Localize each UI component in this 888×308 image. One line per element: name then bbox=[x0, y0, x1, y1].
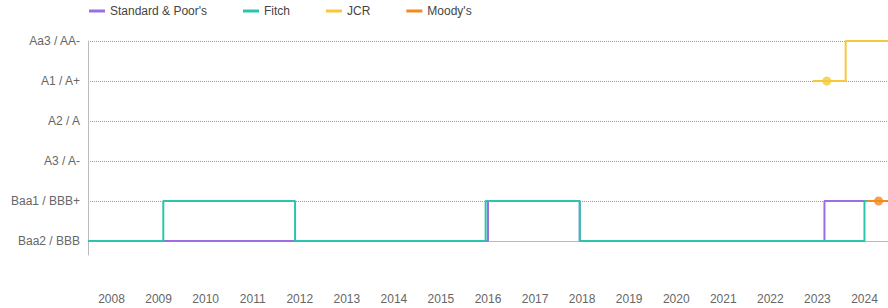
svg-text:2014: 2014 bbox=[381, 292, 408, 306]
svg-text:A3 / A-: A3 / A- bbox=[44, 154, 80, 168]
svg-text:2009: 2009 bbox=[145, 292, 172, 306]
svg-text:2018: 2018 bbox=[569, 292, 596, 306]
svg-text:Moody's: Moody's bbox=[427, 4, 471, 18]
svg-text:Standard & Poor's: Standard & Poor's bbox=[110, 4, 207, 18]
svg-text:2015: 2015 bbox=[428, 292, 455, 306]
svg-text:2012: 2012 bbox=[286, 292, 313, 306]
svg-text:A2 / A: A2 / A bbox=[48, 114, 80, 128]
svg-text:2008: 2008 bbox=[98, 292, 125, 306]
svg-text:Baa1 / BBB+: Baa1 / BBB+ bbox=[11, 194, 80, 208]
svg-text:2020: 2020 bbox=[663, 292, 690, 306]
svg-text:2013: 2013 bbox=[333, 292, 360, 306]
svg-text:Aa3 / AA-: Aa3 / AA- bbox=[29, 34, 80, 48]
svg-text:2016: 2016 bbox=[475, 292, 502, 306]
svg-text:Baa2 / BBB: Baa2 / BBB bbox=[18, 234, 80, 248]
svg-text:2021: 2021 bbox=[710, 292, 737, 306]
svg-text:2011: 2011 bbox=[240, 292, 266, 306]
svg-text:2019: 2019 bbox=[616, 292, 643, 306]
svg-text:2024: 2024 bbox=[851, 292, 878, 306]
svg-text:Fitch: Fitch bbox=[264, 4, 290, 18]
svg-text:2017: 2017 bbox=[522, 292, 549, 306]
svg-text:2022: 2022 bbox=[757, 292, 784, 306]
svg-text:2010: 2010 bbox=[192, 292, 219, 306]
svg-text:2023: 2023 bbox=[804, 292, 831, 306]
svg-text:JCR: JCR bbox=[347, 4, 371, 18]
svg-text:A1 / A+: A1 / A+ bbox=[41, 74, 80, 88]
